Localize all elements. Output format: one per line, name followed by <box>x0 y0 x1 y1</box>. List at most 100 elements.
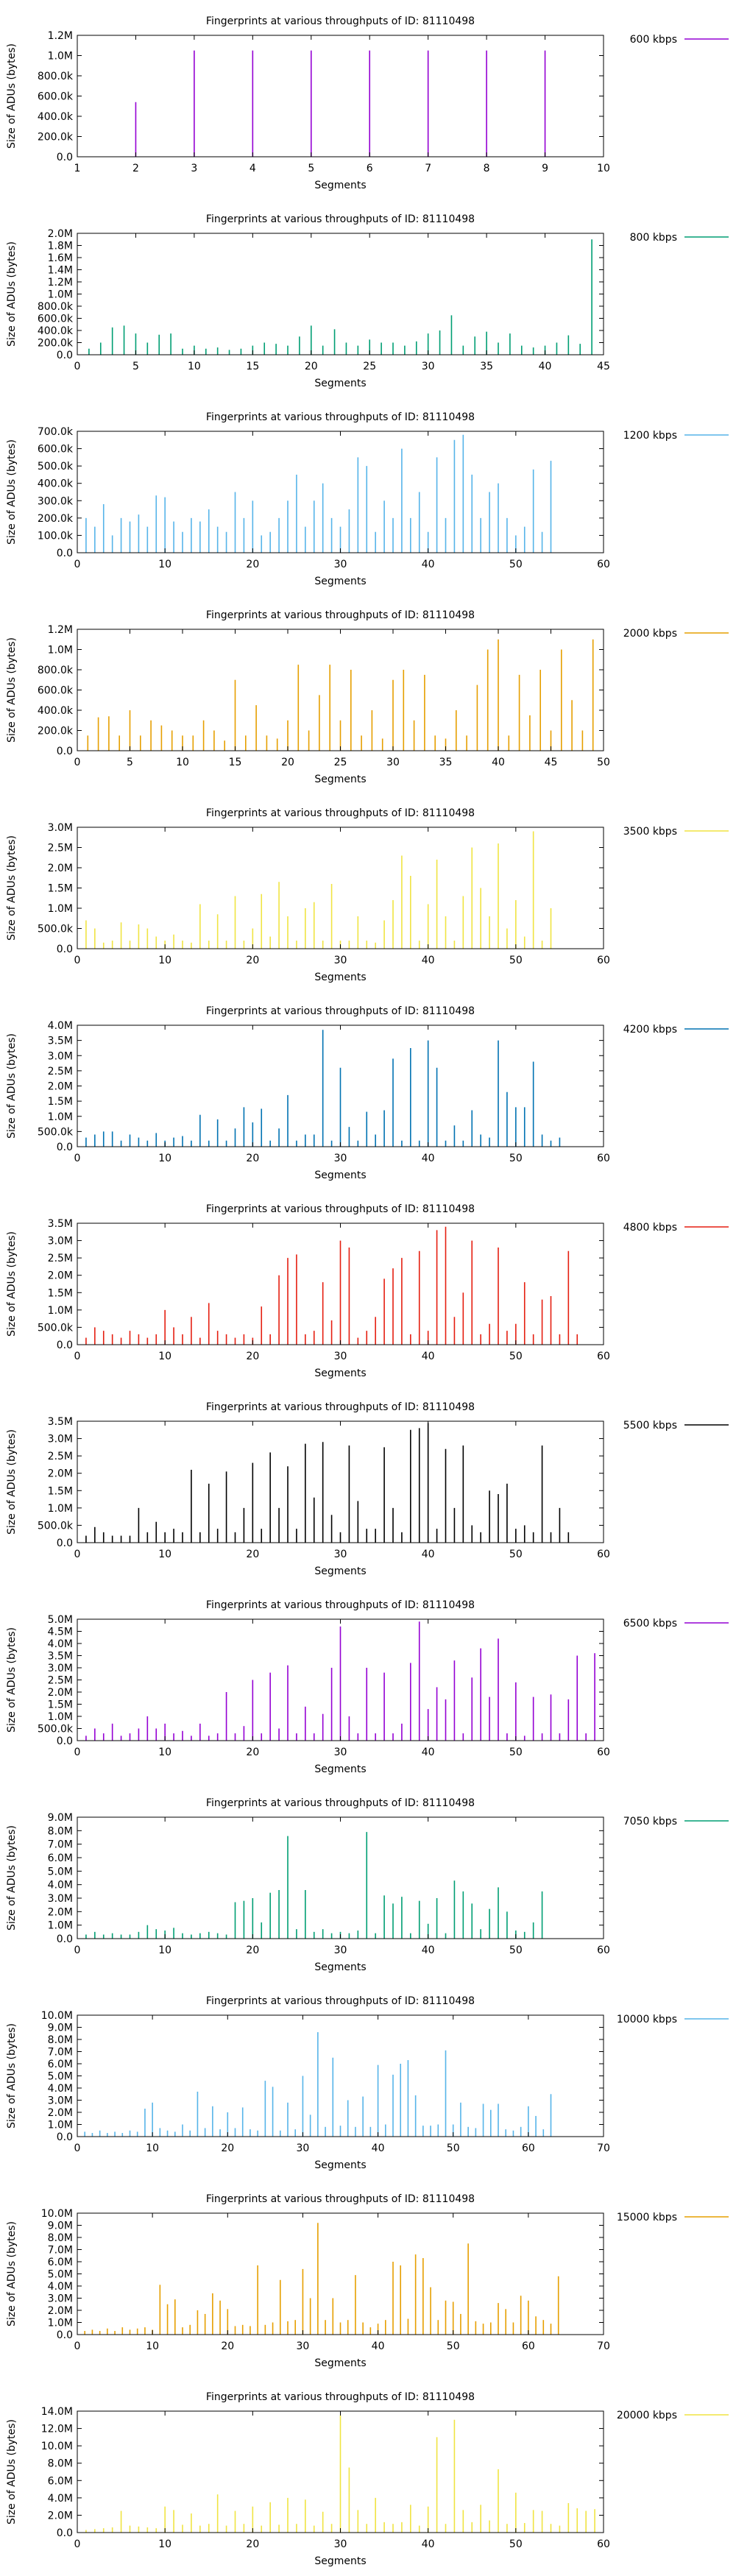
y-tick-label: 8.0M <box>48 2034 73 2046</box>
x-tick-label: 40 <box>422 955 435 966</box>
chart-title: Fingerprints at various throughputs of I… <box>206 2391 475 2403</box>
y-tick-label: 300.0k <box>38 495 74 507</box>
y-tick-label: 0.0 <box>57 2527 73 2539</box>
x-tick-label: 3 <box>191 163 197 174</box>
y-tick-label: 2.5M <box>48 1451 73 1462</box>
x-tick-label: 5 <box>308 163 314 174</box>
chart-panel-2: Fingerprints at various throughputs of I… <box>6 213 729 389</box>
legend-label: 15000 kbps <box>617 2212 677 2223</box>
x-tick-label: 20 <box>246 1549 259 1560</box>
y-tick-label: 9.0M <box>48 2221 73 2232</box>
y-tick-label: 2.0M <box>48 228 73 240</box>
y-tick-label: 600.0k <box>38 314 74 325</box>
y-tick-label: 5.0M <box>48 2071 73 2083</box>
y-tick-label: 3.0M <box>48 1434 73 1446</box>
y-tick-label: 2.5M <box>48 1675 73 1687</box>
y-tick-label: 0.0 <box>57 350 73 361</box>
x-tick-label: 10 <box>146 2142 159 2154</box>
x-tick-label: 40 <box>372 2340 385 2352</box>
x-tick-label: 0 <box>74 361 81 372</box>
x-tick-label: 30 <box>386 757 400 768</box>
x-tick-label: 40 <box>422 2538 435 2550</box>
x-tick-label: 20 <box>246 1153 259 1164</box>
plot-frame <box>77 2212 604 2335</box>
y-axis-label: Size of ADUs (bytes) <box>6 1429 18 1535</box>
x-tick-label: 30 <box>334 1945 347 1956</box>
y-tick-label: 6.0M <box>48 2257 73 2268</box>
y-tick-label: 400.0k <box>38 478 74 490</box>
x-tick-label: 10 <box>158 2538 171 2550</box>
y-tick-label: 4.5M <box>48 1627 73 1638</box>
y-tick-label: 3.0M <box>48 1050 73 1062</box>
x-tick-label: 0 <box>74 1549 81 1560</box>
chart-panel-5: Fingerprints at various throughputs of I… <box>6 807 729 983</box>
legend-label: 6500 kbps <box>623 1618 677 1630</box>
x-tick-label: 40 <box>422 1549 435 1560</box>
y-tick-label: 0.0 <box>57 2329 73 2341</box>
x-tick-label: 40 <box>422 559 435 570</box>
x-tick-label: 25 <box>334 757 347 768</box>
y-tick-label: 1.5M <box>48 1699 73 1711</box>
y-tick-label: 2.0M <box>48 1081 73 1093</box>
x-tick-label: 0 <box>74 559 81 570</box>
x-tick-label: 1 <box>74 163 81 174</box>
y-tick-label: 200.0k <box>38 513 74 525</box>
y-tick-label: 1.2M <box>48 277 73 289</box>
y-tick-label: 0.0 <box>57 1735 73 1747</box>
x-tick-label: 10 <box>158 1549 171 1560</box>
chart-panel-9: Fingerprints at various throughputs of I… <box>6 1599 729 1775</box>
y-axis-label: Size of ADUs (bytes) <box>6 2023 18 2129</box>
plot-frame <box>77 233 604 355</box>
legend-label: 4800 kbps <box>623 1222 677 1234</box>
chart-title: Fingerprints at various throughputs of I… <box>206 1995 475 2007</box>
y-tick-label: 9.0M <box>48 1812 73 1824</box>
plot-frame <box>77 2014 604 2137</box>
x-axis-label: Segments <box>314 1961 366 1973</box>
x-tick-label: 40 <box>372 2142 385 2154</box>
y-tick-label: 200.0k <box>38 338 74 350</box>
chart-panel-3: Fingerprints at various throughputs of I… <box>6 411 729 587</box>
y-tick-label: 500.0k <box>38 1520 74 1532</box>
y-tick-label: 3.0M <box>48 2095 73 2107</box>
y-tick-label: 500.0k <box>38 1126 74 1138</box>
y-tick-label: 3.0M <box>48 1236 73 1248</box>
chart-panel-7: Fingerprints at various throughputs of I… <box>6 1203 729 1379</box>
x-tick-label: 30 <box>334 2538 347 2550</box>
y-tick-label: 400.0k <box>38 111 74 123</box>
x-tick-label: 20 <box>246 1747 259 1758</box>
y-tick-label: 600.0k <box>38 685 74 697</box>
x-tick-label: 50 <box>447 2142 460 2154</box>
y-tick-label: 3.5M <box>48 1218 73 1230</box>
chart-panel-8: Fingerprints at various throughputs of I… <box>6 1401 729 1577</box>
y-axis-label: Size of ADUs (bytes) <box>6 1825 18 1931</box>
x-axis-label: Segments <box>314 1170 366 1181</box>
legend-label: 10000 kbps <box>617 2014 677 2025</box>
chart-title: Fingerprints at various throughputs of I… <box>206 1797 475 1809</box>
y-tick-label: 800.0k <box>38 665 74 676</box>
y-tick-label: 1.5M <box>48 1287 73 1299</box>
x-axis-label: Segments <box>314 1367 366 1379</box>
x-tick-label: 60 <box>597 1549 610 1560</box>
y-tick-label: 200.0k <box>38 132 74 144</box>
chart-panel-10: Fingerprints at various throughputs of I… <box>6 1797 729 1973</box>
chart-title: Fingerprints at various throughputs of I… <box>206 213 475 225</box>
x-tick-label: 20 <box>281 757 294 768</box>
x-axis-label: Segments <box>314 972 366 983</box>
y-tick-label: 1.4M <box>48 265 73 277</box>
y-tick-label: 0.0 <box>57 746 73 757</box>
y-tick-label: 4.0M <box>48 2281 73 2293</box>
y-axis-label: Size of ADUs (bytes) <box>6 1231 18 1337</box>
y-tick-label: 2.0M <box>48 2107 73 2119</box>
legend-label: 3500 kbps <box>623 826 677 838</box>
x-tick-label: 20 <box>246 1351 259 1362</box>
x-tick-label: 10 <box>158 559 171 570</box>
y-tick-label: 600.0k <box>38 91 74 103</box>
legend-label: 2000 kbps <box>623 628 677 640</box>
chart-title: Fingerprints at various throughputs of I… <box>206 609 475 621</box>
y-tick-label: 10.0M <box>41 2208 73 2220</box>
plot-frame <box>77 1816 604 1939</box>
chart-title: Fingerprints at various throughputs of I… <box>206 1203 475 1215</box>
y-tick-label: 2.5M <box>48 843 73 854</box>
y-tick-label: 3.0M <box>48 2293 73 2305</box>
x-tick-label: 40 <box>492 757 505 768</box>
